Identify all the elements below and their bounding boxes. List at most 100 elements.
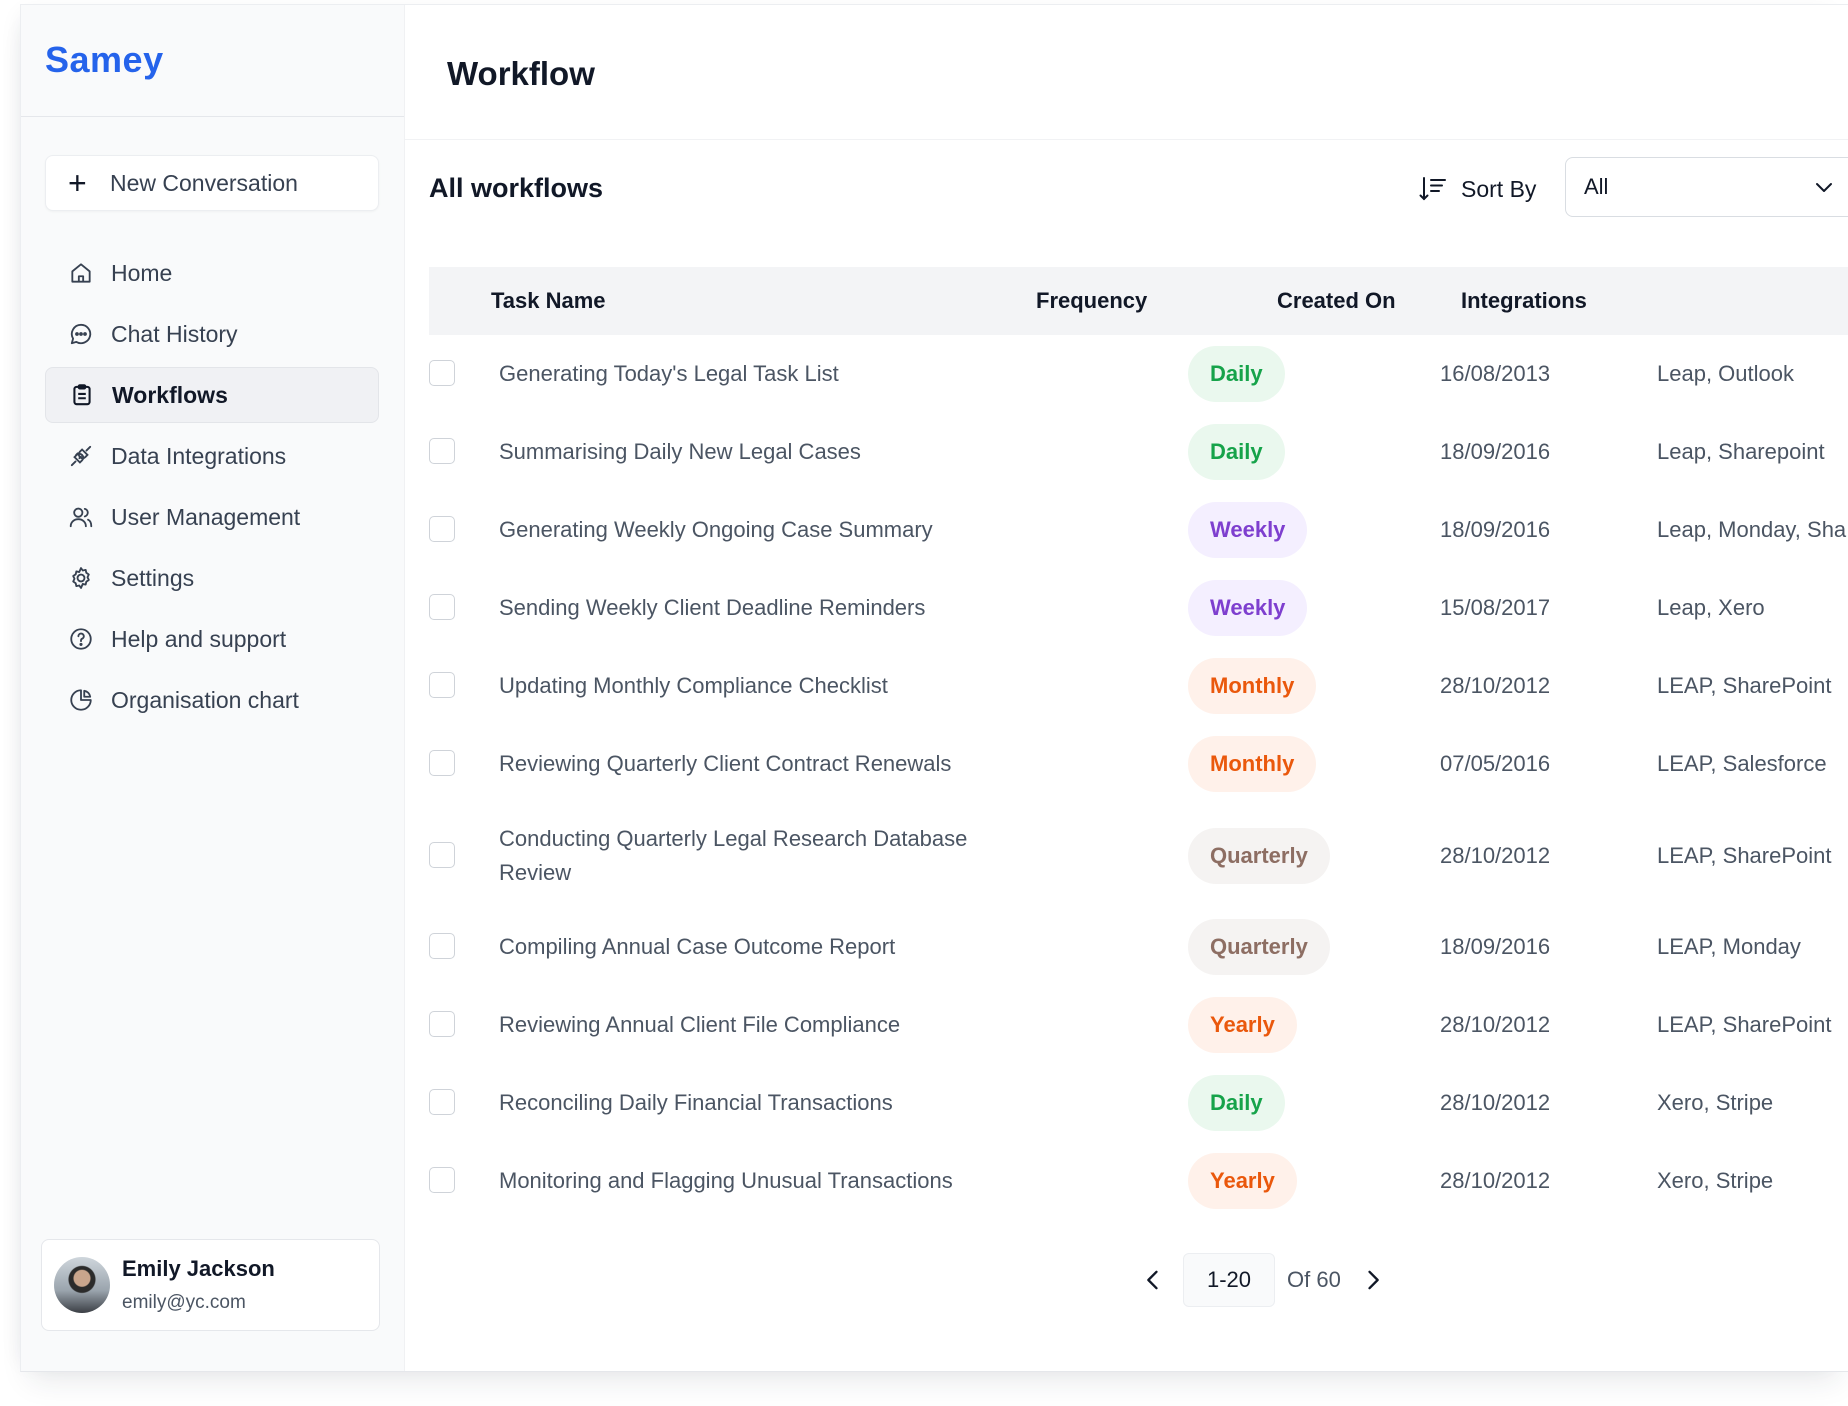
clipboard-icon bbox=[68, 381, 96, 409]
task-name: Summarising Daily New Legal Cases bbox=[499, 439, 861, 464]
table-row[interactable]: Generating Weekly Ongoing Case Summary We… bbox=[429, 491, 1848, 569]
created-date: 15/08/2017 bbox=[1440, 595, 1551, 620]
avatar bbox=[54, 1257, 110, 1313]
table-row[interactable]: Conducting Quarterly Legal Research Data… bbox=[429, 803, 1848, 908]
divider bbox=[21, 116, 404, 117]
row-checkbox[interactable] bbox=[429, 750, 455, 776]
integrations: Xero, Stripe bbox=[1657, 1090, 1774, 1115]
users-icon bbox=[67, 503, 95, 531]
table-body: Generating Today's Legal Task List Daily 1… bbox=[429, 335, 1848, 1220]
sidebar-item-label: User Management bbox=[111, 503, 301, 530]
sidebar-item-user-management[interactable]: User Management bbox=[45, 489, 379, 545]
sidebar-item-chat-history[interactable]: Chat History bbox=[45, 306, 379, 362]
frequency-badge: Weekly bbox=[1188, 502, 1308, 558]
chevron-left-icon[interactable] bbox=[1139, 1266, 1167, 1294]
sidebar-item-data-integrations[interactable]: Data Integrations bbox=[45, 428, 379, 484]
sidebar-item-label: Chat History bbox=[111, 320, 238, 347]
task-name: Reconciling Daily Financial Transactions bbox=[499, 1090, 893, 1115]
task-name: Generating Today's Legal Task List bbox=[499, 361, 839, 386]
sidebar-item-home[interactable]: Home bbox=[45, 245, 379, 301]
table-row[interactable]: Generating Today's Legal Task List Daily 1… bbox=[429, 335, 1848, 413]
task-name: Reviewing Quarterly Client Contract Rene… bbox=[499, 751, 952, 776]
integrations: LEAP, SharePoint bbox=[1657, 842, 1832, 868]
row-checkbox[interactable] bbox=[429, 594, 455, 620]
sidebar-item-help-and-support[interactable]: Help and support bbox=[45, 611, 379, 667]
created-date: 28/10/2012 bbox=[1440, 842, 1551, 868]
sidebar: Samey + New Conversation Home Chat Histo… bbox=[21, 5, 405, 1371]
sidebar-item-label: Home bbox=[111, 259, 173, 286]
integrations: LEAP, SharePoint bbox=[1657, 1012, 1832, 1037]
table-row[interactable]: Sending Weekly Client Deadline Reminders… bbox=[429, 569, 1848, 647]
created-date: 28/10/2012 bbox=[1440, 1090, 1551, 1115]
table-row[interactable]: Reviewing Quarterly Client Contract Rene… bbox=[429, 725, 1848, 803]
frequency-badge: Daily bbox=[1188, 1075, 1285, 1131]
created-date: 28/10/2012 bbox=[1440, 1168, 1551, 1193]
table-row[interactable]: Reviewing Annual Client File Compliance Y… bbox=[429, 986, 1848, 1064]
chevron-right-icon[interactable] bbox=[1359, 1266, 1387, 1294]
plus-icon: + bbox=[68, 165, 87, 201]
row-checkbox[interactable] bbox=[429, 1167, 455, 1193]
sort-select[interactable]: All bbox=[1565, 157, 1848, 217]
table-row[interactable]: Updating Monthly Compliance Checklist Mon… bbox=[429, 647, 1848, 725]
row-checkbox[interactable] bbox=[429, 933, 455, 959]
row-checkbox[interactable] bbox=[429, 1089, 455, 1115]
task-name: Monitoring and Flagging Unusual Transact… bbox=[499, 1168, 953, 1193]
frequency-badge: Daily bbox=[1188, 424, 1285, 480]
table-row[interactable]: Monitoring and Flagging Unusual Transact… bbox=[429, 1142, 1848, 1220]
page-total: Of 60 bbox=[1287, 1267, 1341, 1292]
app-window: Samey + New Conversation Home Chat Histo… bbox=[20, 4, 1848, 1372]
new-conversation-button[interactable]: + New Conversation bbox=[45, 155, 379, 211]
integrations: LEAP, Monday bbox=[1657, 934, 1801, 959]
row-checkbox[interactable] bbox=[429, 360, 455, 386]
column-header-integrations[interactable]: Integrations bbox=[1461, 288, 1587, 313]
frequency-badge: Daily bbox=[1188, 346, 1285, 402]
table-row[interactable]: Reconciling Daily Financial Transactions… bbox=[429, 1064, 1848, 1142]
help-circle-icon bbox=[67, 625, 95, 653]
integrations: Leap, Monday, Sha bbox=[1657, 517, 1847, 542]
sort-by-label: Sort By bbox=[1461, 175, 1537, 202]
sidebar-item-label: Settings bbox=[111, 564, 195, 591]
page-title: Workflow bbox=[447, 55, 595, 92]
row-checkbox[interactable] bbox=[429, 1011, 455, 1037]
sort-by-button[interactable]: Sort By bbox=[1417, 173, 1536, 205]
pie-chart-icon bbox=[67, 686, 95, 714]
column-header-frequency[interactable]: Frequency bbox=[1036, 288, 1148, 313]
sidebar-item-workflows[interactable]: Workflows bbox=[45, 367, 379, 423]
chevron-down-icon bbox=[1816, 183, 1832, 192]
column-header-task-name[interactable]: Task Name bbox=[491, 288, 606, 313]
sidebar-item-label: Data Integrations bbox=[111, 442, 287, 469]
workflows-table: Task Name Frequency Created On Integrati… bbox=[429, 267, 1848, 1220]
gear-icon bbox=[67, 564, 95, 592]
brand-logo[interactable]: Samey bbox=[45, 39, 164, 80]
frequency-badge: Weekly bbox=[1188, 580, 1308, 636]
table-row[interactable]: Summarising Daily New Legal Cases Daily 18… bbox=[429, 413, 1848, 491]
table-row[interactable]: Compiling Annual Case Outcome Report Quar… bbox=[429, 908, 1848, 986]
sort-select-value: All bbox=[1584, 174, 1609, 199]
frequency-badge: Yearly bbox=[1188, 1153, 1297, 1209]
row-checkbox[interactable] bbox=[429, 438, 455, 464]
row-checkbox[interactable] bbox=[429, 841, 455, 868]
integrations: Leap, Xero bbox=[1657, 595, 1765, 620]
sidebar-item-settings[interactable]: Settings bbox=[45, 550, 379, 606]
created-date: 18/09/2016 bbox=[1440, 439, 1551, 464]
row-checkbox[interactable] bbox=[429, 516, 455, 542]
user-profile-card[interactable]: Emily Jackson emily@yc.com bbox=[41, 1239, 380, 1331]
created-date: 28/10/2012 bbox=[1440, 1012, 1551, 1037]
row-checkbox[interactable] bbox=[429, 672, 455, 698]
page-range[interactable]: 1-20 bbox=[1183, 1253, 1275, 1307]
sidebar-nav: Home Chat History Workflows Data Integra… bbox=[45, 245, 379, 733]
user-email: emily@yc.com bbox=[122, 1292, 246, 1313]
frequency-badge: Yearly bbox=[1188, 997, 1297, 1053]
sidebar-item-label: Workflows bbox=[112, 381, 228, 408]
task-name: Sending Weekly Client Deadline Reminders bbox=[499, 595, 926, 620]
created-date: 16/08/2013 bbox=[1440, 361, 1551, 386]
frequency-badge: Monthly bbox=[1188, 736, 1317, 792]
new-conversation-label: New Conversation bbox=[110, 169, 298, 196]
task-name: Generating Weekly Ongoing Case Summary bbox=[499, 517, 933, 542]
column-header-created-on[interactable]: Created On bbox=[1277, 288, 1396, 313]
task-name: Compiling Annual Case Outcome Report bbox=[499, 934, 896, 959]
pagination: 1-20 Of 60 bbox=[1139, 1253, 1387, 1307]
sidebar-item-organisation-chart[interactable]: Organisation chart bbox=[45, 672, 379, 728]
task-name: Conducting Quarterly Legal Research Data… bbox=[499, 825, 968, 885]
integrations: Xero, Stripe bbox=[1657, 1168, 1774, 1193]
